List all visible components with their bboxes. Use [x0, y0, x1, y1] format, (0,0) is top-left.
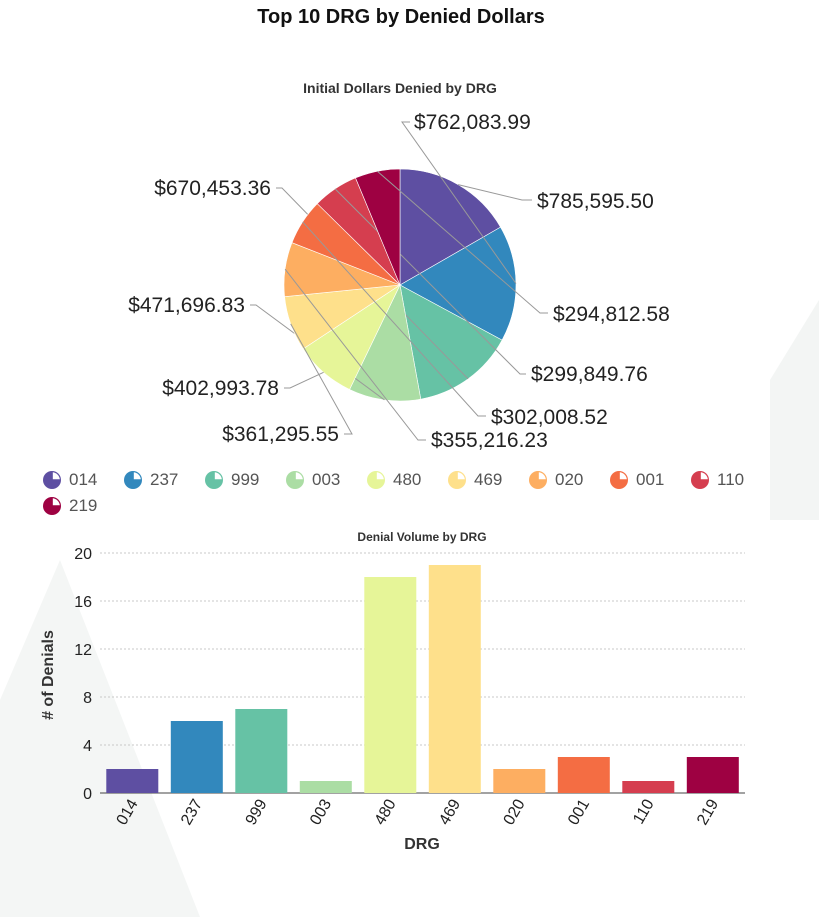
pie-label-connector: [457, 184, 532, 201]
pie-icon: [205, 471, 223, 489]
x-tick-label-469: 469: [436, 796, 464, 828]
pie-icon: [610, 471, 628, 489]
pie-data-label-014: $785,595.50: [537, 190, 654, 213]
legend-label: 469: [474, 470, 503, 489]
x-tick-label-237: 237: [178, 796, 206, 828]
bar-chart-title: Denial Volume by DRG: [357, 530, 486, 544]
y-tick-label: 0: [83, 786, 92, 803]
bar-001[interactable]: [557, 757, 610, 793]
legend-item-480[interactable]: 480: [366, 470, 447, 490]
x-tick-label-480: 480: [372, 796, 400, 828]
legend-label: 014: [69, 470, 98, 489]
x-tick-label-999: 999: [243, 796, 271, 828]
y-axis-title: # of Denials: [40, 630, 57, 720]
pie-icon: [43, 471, 61, 489]
legend-item-001[interactable]: 001: [609, 470, 690, 490]
x-tick-label-219: 219: [694, 796, 722, 828]
legend-label: 219: [69, 496, 98, 515]
pie-label-connector: [302, 221, 486, 417]
legend-item-999[interactable]: 999: [204, 470, 285, 490]
pie-chart-title: Initial Dollars Denied by DRG: [303, 80, 497, 96]
pie-data-label-219: $294,812.58: [553, 303, 670, 326]
pie-label-connector: [401, 121, 517, 284]
bar-219[interactable]: [686, 757, 739, 793]
pie-icon: [691, 471, 709, 489]
legend-item-469[interactable]: 469: [447, 470, 528, 490]
pie-data-label-480: $402,993.78: [162, 377, 279, 400]
pie-label-connector: [376, 170, 548, 314]
x-tick-label-003: 003: [307, 796, 335, 828]
legend-item-014[interactable]: 014: [42, 470, 123, 490]
pie-legend: 014 237 999 003 480 469 020 001 110 219: [42, 470, 782, 516]
pie-data-label-110: $299,849.76: [531, 363, 648, 386]
bar-999[interactable]: [235, 709, 288, 793]
pie-data-label-003: $471,696.83: [128, 294, 245, 317]
x-tick-label-001: 001: [565, 796, 593, 828]
legend-item-020[interactable]: 020: [528, 470, 609, 490]
legend-item-237[interactable]: 237: [123, 470, 204, 490]
pie-label-connector: [290, 323, 353, 435]
legend-label: 001: [636, 470, 665, 489]
y-tick-label: 20: [74, 546, 92, 563]
bar-480[interactable]: [364, 577, 417, 793]
y-tick-label: 12: [74, 642, 92, 659]
pie-label-connector: [276, 187, 469, 380]
legend-label: 003: [312, 470, 341, 489]
pie-icon: [124, 471, 142, 489]
pie-slice-003[interactable]: [349, 284, 422, 402]
bar-014[interactable]: [106, 769, 159, 793]
legend-label: 480: [393, 470, 422, 489]
pie-data-label-001: $302,008.52: [491, 406, 608, 429]
pie-slice-999[interactable]: [399, 284, 503, 400]
pie-label-connector: [284, 371, 324, 389]
legend-item-219[interactable]: 219: [42, 496, 123, 516]
pie-data-label-999: $670,453.36: [154, 177, 271, 200]
pie-icon: [286, 471, 304, 489]
y-tick-label: 4: [83, 738, 92, 755]
pie-slice-014[interactable]: [399, 168, 501, 286]
legend-label: 999: [231, 470, 260, 489]
x-tick-label-014: 014: [114, 796, 142, 828]
page-title: Top 10 DRG by Denied Dollars: [257, 6, 545, 28]
legend-item-003[interactable]: 003: [285, 470, 366, 490]
legend-label: 237: [150, 470, 179, 489]
bar-020[interactable]: [493, 769, 546, 793]
bar-469[interactable]: [428, 565, 481, 793]
pie-data-label-020: $355,216.23: [431, 429, 548, 452]
pie-icon: [529, 471, 547, 489]
bar-chart: Denial Volume by DRG 0 4 8 12 16 20 014 237 999 00…: [40, 530, 745, 853]
x-axis-title: DRG: [404, 836, 440, 853]
bar-237[interactable]: [170, 721, 223, 793]
pie-icon: [367, 471, 385, 489]
pie-label-connector: [284, 268, 426, 441]
legend-label: 020: [555, 470, 584, 489]
pie-chart: Initial Dollars Denied by DRG $785,595.50…: [128, 80, 670, 452]
x-tick-label-020: 020: [501, 796, 529, 828]
bar-110[interactable]: [622, 781, 675, 793]
bar-003[interactable]: [299, 781, 352, 793]
y-tick-label: 16: [74, 594, 92, 611]
legend-item-110[interactable]: 110: [690, 470, 771, 490]
y-tick-label: 8: [83, 690, 92, 707]
pie-icon: [43, 497, 61, 515]
pie-data-label-469: $361,295.55: [222, 423, 339, 446]
pie-data-label-237: $762,083.99: [414, 111, 531, 134]
legend-label: 110: [717, 470, 745, 489]
pie-icon: [448, 471, 466, 489]
x-tick-label-110: 110: [630, 796, 658, 827]
